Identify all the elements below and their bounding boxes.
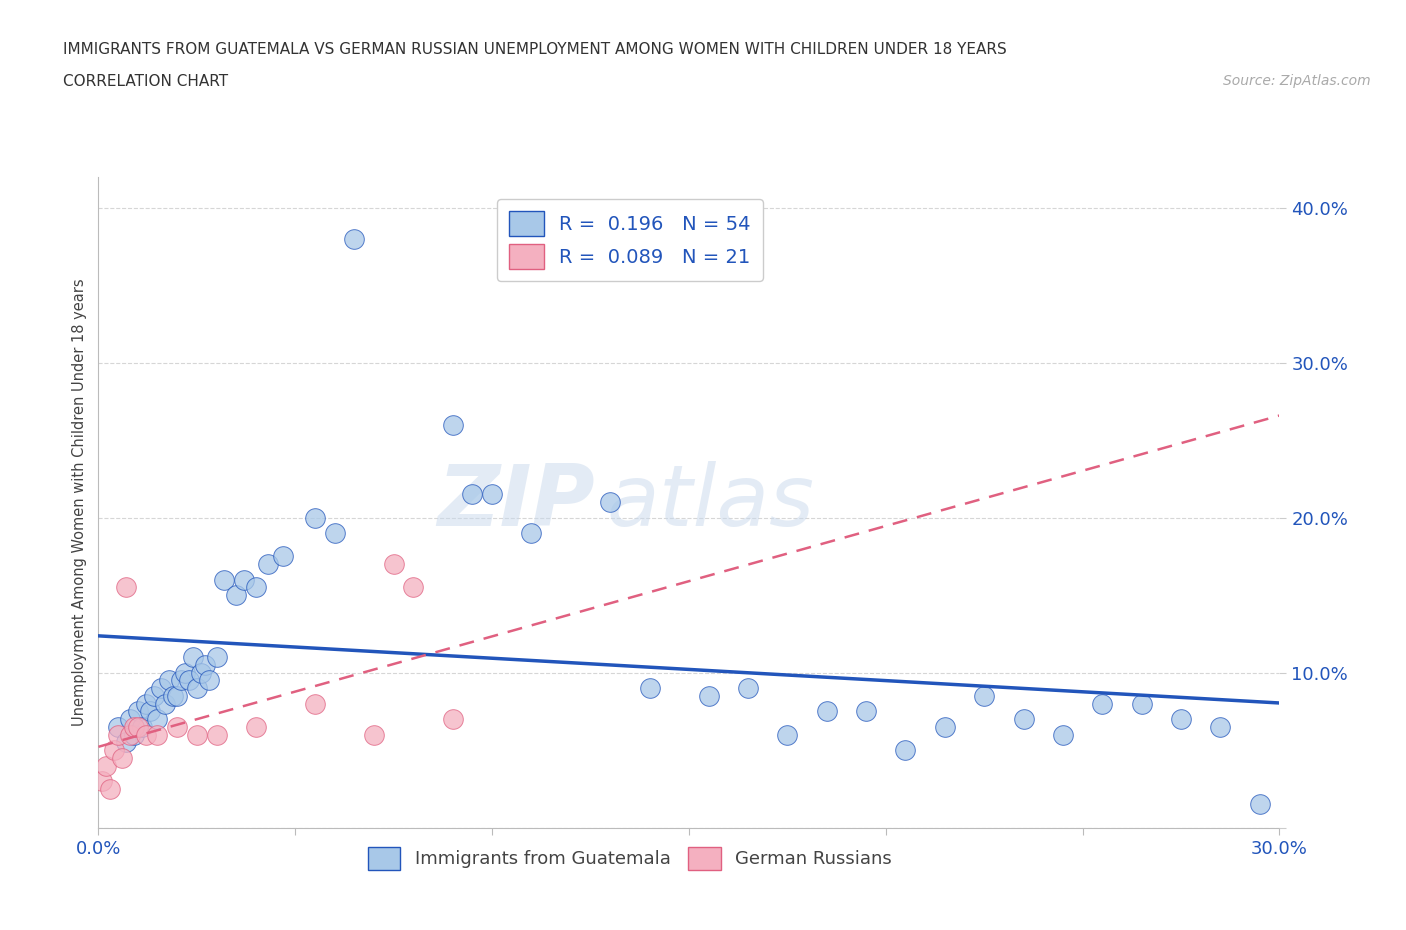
Point [96,758,118,773]
Text: Source: ZipAtlas.com: Source: ZipAtlas.com [1223,74,1371,88]
Point [441,711,464,726]
Point [135,727,157,742]
Point [91,774,114,789]
Point [127,720,149,735]
Point [402,580,425,595]
Point [776,727,799,742]
Point [118,711,141,726]
Point [894,743,917,758]
Point [1130,697,1153,711]
Point [142,688,165,703]
Point [481,487,503,502]
Point [245,720,267,735]
Point [441,418,464,432]
Point [115,580,138,595]
Point [205,727,228,742]
Point [1091,697,1114,711]
Text: ZIP: ZIP [437,460,595,544]
Point [304,697,326,711]
Text: CORRELATION CHART: CORRELATION CHART [63,74,228,89]
Point [737,681,759,696]
Point [205,650,228,665]
Y-axis label: Unemployment Among Women with Children Under 18 years: Unemployment Among Women with Children U… [72,278,87,726]
Point [855,704,877,719]
Point [170,673,193,688]
Point [225,588,247,603]
Point [186,727,208,742]
Point [1052,727,1074,742]
Point [304,511,326,525]
Point [815,704,838,719]
Point [115,735,138,750]
Point [122,720,145,735]
Point [103,743,125,758]
Point [107,720,129,735]
Point [245,580,267,595]
Point [273,549,295,564]
Point [146,727,169,742]
Point [1209,720,1232,735]
Point [363,727,385,742]
Text: atlas: atlas [606,460,814,544]
Point [150,681,173,696]
Point [190,665,212,680]
Point [973,688,995,703]
Point [135,697,157,711]
Point [599,495,621,510]
Point [638,681,661,696]
Point [166,720,188,735]
Point [162,688,184,703]
Point [174,665,197,680]
Point [934,720,956,735]
Point [197,673,219,688]
Point [256,557,278,572]
Text: IMMIGRANTS FROM GUATEMALA VS GERMAN RUSSIAN UNEMPLOYMENT AMONG WOMEN WITH CHILDR: IMMIGRANTS FROM GUATEMALA VS GERMAN RUSS… [63,42,1007,57]
Point [194,658,217,672]
Legend: Immigrants from Guatemala, German Russians: Immigrants from Guatemala, German Russia… [360,840,900,877]
Point [343,232,366,246]
Point [697,688,720,703]
Point [461,487,484,502]
Point [323,525,346,540]
Point [107,727,129,742]
Point [146,711,169,726]
Point [181,650,204,665]
Point [1012,711,1035,726]
Point [155,697,177,711]
Point [157,673,180,688]
Point [382,557,405,572]
Point [214,572,236,587]
Point [127,704,149,719]
Point [131,720,153,735]
Point [122,727,145,742]
Point [138,704,160,719]
Point [1249,797,1271,812]
Point [520,525,543,540]
Point [1170,711,1192,726]
Point [233,572,256,587]
Point [98,781,121,796]
Point [118,727,141,742]
Point [177,673,200,688]
Point [166,688,188,703]
Point [111,751,134,765]
Point [186,681,208,696]
